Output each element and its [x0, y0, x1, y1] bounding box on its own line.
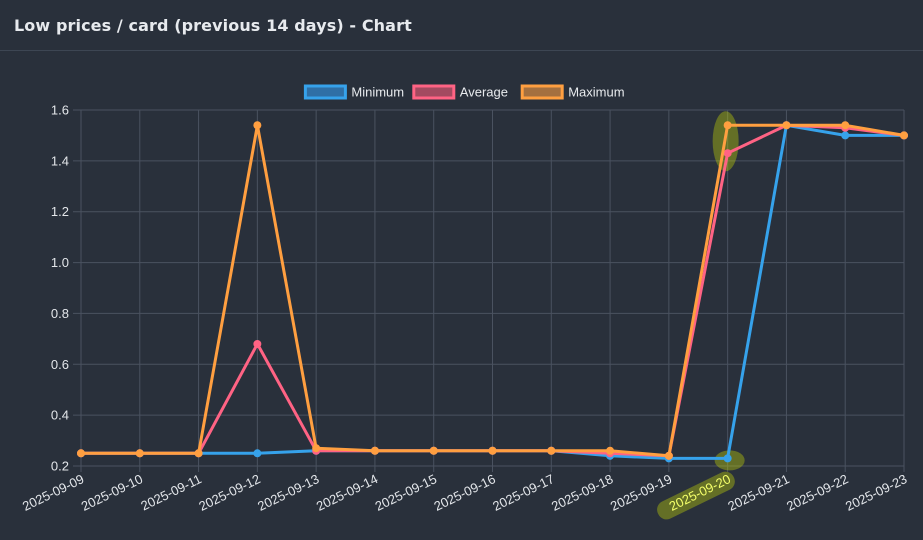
x-tick-label: 2025-09-12	[196, 471, 262, 514]
line-chart[interactable]: 1.61.41.21.00.80.60.40.2 2025-09-092025-…	[0, 52, 923, 540]
data-point-minimum[interactable]	[841, 131, 850, 140]
data-point-average[interactable]	[253, 339, 262, 348]
x-tick-label: 2025-09-13	[255, 471, 321, 514]
data-point-maximum[interactable]	[900, 131, 908, 140]
data-point-minimum[interactable]	[723, 454, 732, 463]
data-point-maximum[interactable]	[135, 449, 144, 458]
legend-item-maximum[interactable]: Maximum	[520, 84, 625, 100]
data-point-average[interactable]	[723, 149, 732, 158]
legend-label: Maximum	[568, 85, 624, 100]
x-tick-label: 2025-09-16	[431, 471, 497, 514]
legend-swatch	[303, 84, 347, 100]
y-tick-label: 0.4	[51, 408, 69, 423]
data-point-maximum[interactable]	[370, 446, 379, 455]
x-axis-ticks: 2025-09-092025-09-102025-09-112025-09-12…	[20, 471, 909, 520]
data-point-maximum[interactable]	[194, 449, 203, 458]
x-tick-highlight	[657, 471, 735, 520]
data-point-maximum[interactable]	[664, 451, 673, 460]
y-tick-label: 1.4	[51, 153, 69, 168]
panel-title: Low prices / card (previous 14 days) - C…	[14, 15, 412, 35]
x-tick-highlight-bg	[657, 471, 735, 520]
x-tick-label: 2025-09-21	[725, 471, 791, 514]
y-tick-label: 0.2	[51, 459, 69, 474]
y-tick-label: 1.0	[51, 255, 69, 270]
data-point-minimum[interactable]	[253, 449, 262, 458]
data-point-maximum[interactable]	[782, 121, 791, 130]
grid-lines	[73, 109, 905, 472]
data-point-maximum[interactable]	[429, 446, 438, 455]
data-point-maximum[interactable]	[77, 449, 85, 458]
y-tick-label: 0.6	[51, 357, 69, 372]
legend-swatch	[520, 84, 564, 100]
series-maximum	[77, 121, 908, 460]
y-tick-label: 0.8	[51, 306, 69, 321]
x-tick-label: 2025-09-10	[79, 471, 145, 514]
legend-label: Minimum	[351, 85, 404, 100]
legend-item-minimum[interactable]: Minimum	[303, 84, 404, 100]
x-tick-label: 2025-09-23	[843, 471, 909, 514]
x-tick-label: 2025-09-22	[784, 471, 850, 514]
y-axis-ticks: 1.6 1.4 1.2 1.0 0.8 0.6 0.4 0.2	[51, 103, 69, 474]
legend-item-average[interactable]: Average	[412, 84, 508, 100]
panel-header: Low prices / card (previous 14 days) - C…	[0, 0, 923, 51]
highlight-marks	[712, 111, 745, 471]
x-tick-label: 2025-09-09	[20, 471, 86, 514]
data-point-maximum[interactable]	[488, 446, 497, 455]
data-point-maximum[interactable]	[723, 121, 732, 130]
data-point-maximum[interactable]	[253, 121, 262, 130]
data-point-maximum[interactable]	[312, 444, 321, 453]
y-tick-label: 1.2	[51, 204, 69, 219]
data-point-maximum[interactable]	[606, 446, 615, 455]
legend-label: Average	[460, 85, 508, 100]
legend-swatch	[412, 84, 456, 100]
y-tick-label: 1.6	[51, 103, 69, 118]
x-tick-label: 2025-09-15	[373, 471, 439, 514]
x-tick-label: 2025-09-18	[549, 471, 615, 514]
series-lines	[77, 121, 908, 463]
legend[interactable]: Minimum Average Maximum	[303, 84, 625, 100]
x-tick-label: 2025-09-17	[490, 471, 556, 514]
data-point-maximum[interactable]	[841, 121, 850, 130]
data-point-maximum[interactable]	[547, 446, 556, 455]
x-tick-label: 2025-09-14	[314, 471, 380, 514]
x-tick-label: 2025-09-11	[138, 471, 203, 513]
